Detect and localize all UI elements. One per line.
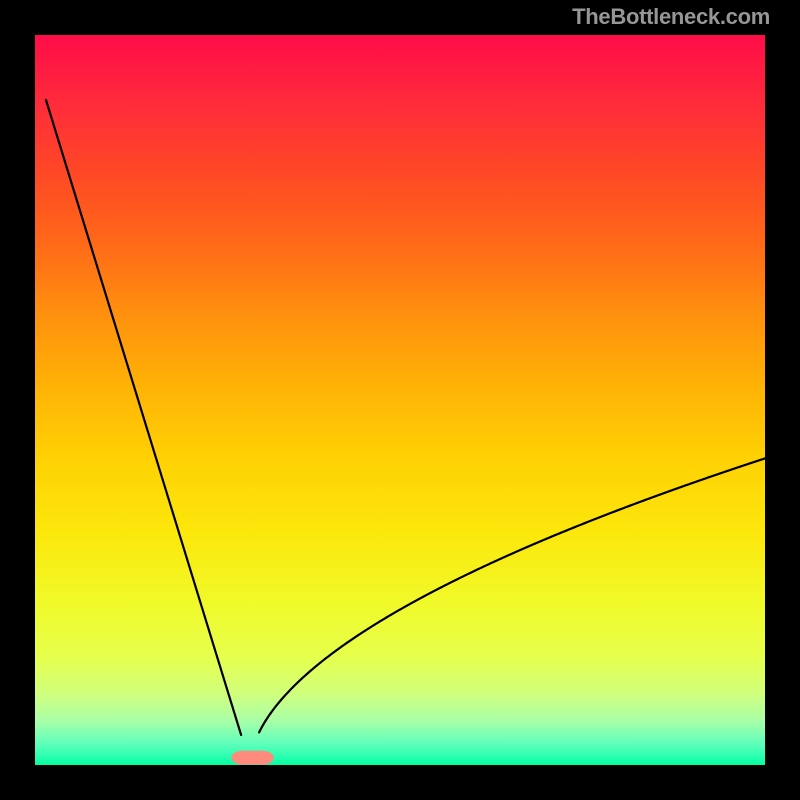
plot-background: [35, 35, 765, 765]
chart-container: TheBottleneck.com: [0, 0, 800, 800]
minimum-marker: [231, 751, 273, 765]
chart-svg: [0, 0, 800, 800]
watermark-text: TheBottleneck.com: [572, 4, 770, 30]
